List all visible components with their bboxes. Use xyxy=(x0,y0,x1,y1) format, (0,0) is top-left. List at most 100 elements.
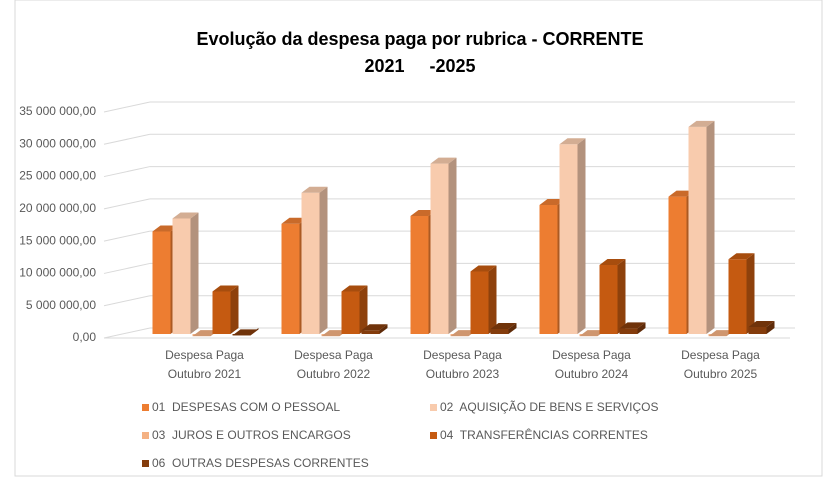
bar-face xyxy=(212,285,239,292)
y-tick-label: 15 000 000,00 xyxy=(19,233,96,247)
bar-face xyxy=(361,330,380,334)
bar-face xyxy=(688,120,715,127)
grid-line xyxy=(103,295,151,307)
chart-border xyxy=(14,0,823,477)
bar-face xyxy=(490,322,517,329)
x-tick-label: Despesa Paga xyxy=(681,348,760,362)
bar-face xyxy=(281,223,300,334)
legend-label: 04 TRANSFERÊNCIAS CORRENTES xyxy=(440,427,648,442)
y-tick-label: 10 000 000,00 xyxy=(19,266,96,280)
bar-face xyxy=(766,321,775,334)
legend-swatch xyxy=(430,432,437,439)
grid-line xyxy=(103,198,151,210)
bar-face xyxy=(637,322,646,334)
legend-swatch xyxy=(142,460,149,467)
bar-face xyxy=(192,330,219,337)
grid-line xyxy=(103,101,151,113)
bar xyxy=(430,157,457,334)
bar xyxy=(559,138,586,334)
bar-face xyxy=(470,271,489,334)
bar-face xyxy=(152,225,179,232)
bar xyxy=(361,324,388,334)
legend-swatch xyxy=(142,404,149,411)
bar-face xyxy=(152,231,171,334)
bar-face xyxy=(508,322,517,334)
bar-face xyxy=(190,212,199,334)
bar-face xyxy=(341,285,368,292)
bar-face xyxy=(748,321,775,328)
bar-face xyxy=(410,215,429,334)
grid-line xyxy=(103,133,151,145)
grid-line xyxy=(103,327,151,339)
legend-label: 06 OUTRAS DESPESAS CORRENTES xyxy=(152,456,369,470)
bar-face xyxy=(172,212,199,219)
bar-face xyxy=(668,196,687,334)
x-tick-label: Outubro 2021 xyxy=(168,367,242,381)
bar-face xyxy=(708,330,735,337)
legend-swatch xyxy=(430,404,437,411)
bar-face xyxy=(559,138,586,145)
bar-face xyxy=(579,330,606,337)
legend-label: 03 JUROS E OUTROS ENCARGOS xyxy=(152,428,351,442)
bar-face xyxy=(230,285,239,334)
bar-face xyxy=(172,218,191,334)
bar-face xyxy=(430,163,449,334)
bar-face xyxy=(559,144,578,334)
y-tick-label: 35 000 000,00 xyxy=(19,104,96,118)
x-tick-label: Despesa Paga xyxy=(165,348,244,362)
bar-face xyxy=(599,265,618,334)
bar xyxy=(212,285,239,334)
x-tick-label: Outubro 2023 xyxy=(426,367,500,381)
bar-face xyxy=(619,328,638,334)
bar xyxy=(341,285,368,334)
bar-face xyxy=(490,328,509,334)
bar xyxy=(172,212,199,334)
bar-face xyxy=(232,329,259,336)
bar-face xyxy=(617,259,626,334)
legend-label: 01 DESPESAS COM O PESSOAL xyxy=(152,400,340,414)
chart-title: Evolução da despesa paga por rubrica - C… xyxy=(196,29,643,49)
y-tick-label: 0,00 xyxy=(73,330,97,344)
bar xyxy=(470,265,497,334)
bar-face xyxy=(748,327,767,334)
bar xyxy=(232,328,259,336)
bar xyxy=(748,321,775,334)
bar-face xyxy=(281,217,308,224)
bar xyxy=(490,322,517,334)
bar xyxy=(619,322,646,334)
bar-face xyxy=(301,186,328,193)
bar-face xyxy=(688,126,707,334)
y-tick-label: 5 000 000,00 xyxy=(26,298,96,312)
legend-label: 02 AQUISIÇÃO DE BENS E SERVIÇOS xyxy=(440,400,659,414)
y-tick-label: 20 000 000,00 xyxy=(19,201,96,215)
bar-face xyxy=(341,291,360,334)
bar-face xyxy=(470,265,497,272)
x-tick-label: Outubro 2022 xyxy=(297,367,371,381)
bar-face xyxy=(668,190,695,197)
grid-line xyxy=(103,230,151,242)
bar-face xyxy=(321,330,348,337)
bar xyxy=(599,259,626,334)
chart-title: 2021 -2025 xyxy=(364,56,475,76)
y-tick-label: 25 000 000,00 xyxy=(19,169,96,183)
bar-face xyxy=(379,324,388,334)
grid-line xyxy=(103,262,151,274)
x-tick-label: Despesa Paga xyxy=(294,348,373,362)
x-tick-label: Despesa Paga xyxy=(423,348,502,362)
bar-face xyxy=(746,253,755,334)
legend-swatch xyxy=(142,432,149,439)
bar-face xyxy=(319,186,328,334)
grid-line xyxy=(103,166,151,178)
bar xyxy=(728,253,755,334)
bar-face xyxy=(359,285,368,334)
bar-face xyxy=(577,138,586,334)
bar-face xyxy=(488,265,497,334)
bar-face xyxy=(728,253,755,260)
bar-face xyxy=(728,259,747,334)
bar-face xyxy=(212,291,231,334)
bar-face xyxy=(619,322,646,329)
x-tick-label: Outubro 2025 xyxy=(684,367,758,381)
y-tick-label: 30 000 000,00 xyxy=(19,136,96,150)
bar-face xyxy=(539,198,566,205)
